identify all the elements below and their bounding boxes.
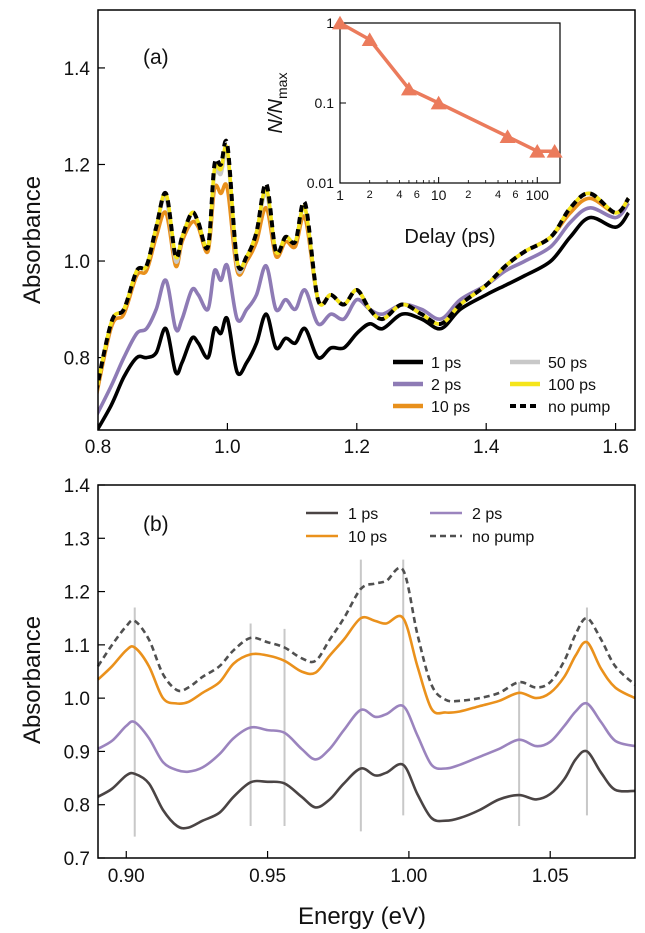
- panel-b-series: [96, 566, 636, 830]
- panel-b-tick-labels: 0.90 0.95 1.00 1.05 0.7 0.8 0.9 1.0 1.1 1.2 1.3 1.4: [64, 476, 569, 887]
- panel-a-frame: [97, 9, 636, 431]
- panel-b-y-tick-label: 1.0: [64, 689, 90, 710]
- inset-x-minor-label: 6: [512, 189, 518, 201]
- legend-label-no-pump: no pump: [472, 529, 534, 546]
- legend-label-10-ps: 10 ps: [348, 529, 387, 546]
- legend-label-1-ps: 1 ps: [431, 355, 461, 372]
- inset-x-minor-label: 4: [495, 189, 501, 201]
- panel-a-x-tick-label: 1.0: [214, 437, 240, 458]
- panel-b-label: (b): [143, 513, 169, 536]
- panel-a-x-tick-label: 0.8: [85, 437, 111, 458]
- inset-triangle-marker: [430, 95, 447, 110]
- inset-x-tick-label: 1: [336, 187, 344, 203]
- inset-y-axis-title: N/Nmax: [265, 73, 290, 134]
- panel-b-y-tick-label: 0.8: [64, 796, 90, 817]
- inset-x-minor-label: 2: [367, 189, 373, 201]
- legend-label-1-ps: 1 ps: [348, 506, 378, 523]
- inset-x-axis-title: Delay (ps): [404, 226, 495, 248]
- panel-b-x-tick-label: 1.05: [532, 866, 569, 887]
- series-line-1-ps: [97, 749, 636, 830]
- panel-b-y-tick-label: 1.4: [64, 476, 91, 497]
- inset-triangle-marker: [361, 32, 378, 47]
- series-line-10-ps: [97, 614, 636, 715]
- legend-label-50-ps: 50 ps: [548, 355, 587, 372]
- inset-y-tick-label: 1: [326, 15, 334, 31]
- panel-b: (b) Absorbance Energy (eV) 0.90 0.95 1.00 1…: [19, 476, 636, 930]
- inset-triangle-marker: [400, 81, 417, 96]
- series-line-2-ps: [97, 701, 636, 774]
- panel-b-legend: 1 ps 2 ps 10 ps no pump: [306, 506, 534, 546]
- panel-a-x-tick-label: 1.4: [473, 437, 500, 458]
- inset-triangle-marker: [546, 143, 563, 158]
- series-line-no-pump: [98, 138, 631, 394]
- legend-label-10-ps: 10 ps: [431, 399, 470, 416]
- panel-b-y-tick-label: 0.7: [64, 849, 90, 870]
- inset-frame: [339, 22, 561, 184]
- panel-b-x-tick-label: 1.00: [390, 866, 427, 887]
- panel-b-x-axis-title: Energy (eV): [298, 903, 426, 930]
- panel-b-frame: [97, 484, 636, 859]
- inset-x-minor-label: 6: [414, 189, 420, 201]
- panel-a-y-tick-label: 1.0: [64, 252, 90, 273]
- panel-a-series: [98, 138, 631, 430]
- inset-x-tick-label: 10: [431, 187, 447, 203]
- panel-a: (a) Absorbance 0.8 1.0 1.2 1.4 1.6 0.8 1.0 1.2 1…: [19, 9, 636, 458]
- inset-y-tick-label: 0.01: [307, 175, 334, 191]
- inset-x-minor-label: 2: [465, 189, 471, 201]
- panel-a-y-axis-title: Absorbance: [19, 176, 46, 304]
- panel-a-x-tick-label: 1.6: [602, 437, 628, 458]
- panel-a-y-tick-label: 1.4: [64, 59, 91, 80]
- series-line-no-pump: [96, 566, 636, 703]
- legend-label-2-ps: 2 ps: [472, 506, 502, 523]
- inset-x-tick-label: 100: [526, 187, 550, 203]
- panel-b-x-tick-label: 0.95: [249, 866, 286, 887]
- panel-b-y-tick-label: 1.1: [64, 636, 90, 657]
- inset-triangle-marker: [332, 15, 348, 30]
- legend-label-2-ps: 2 ps: [431, 377, 461, 394]
- panel-a-tick-labels: 0.8 1.0 1.2 1.4 1.6 0.8 1.0 1.2 1.4: [64, 59, 629, 458]
- inset-y-title-sub: max: [274, 73, 290, 99]
- panel-a-y-tick-label: 0.8: [64, 349, 90, 370]
- inset-series: [332, 15, 563, 158]
- inset-triangle-marker: [499, 129, 516, 144]
- inset-x-minor-label: 4: [396, 189, 402, 201]
- panel-b-y-tick-label: 1.3: [64, 529, 90, 550]
- svg-text:N/Nmax: N/Nmax: [265, 73, 290, 134]
- panel-a-label: (a): [143, 46, 169, 69]
- series-line-1-ps: [98, 211, 630, 430]
- panel-b-y-tick-label: 1.2: [64, 583, 90, 604]
- inset-triangle-marker: [529, 143, 546, 158]
- panel-b-y-axis-title: Absorbance: [19, 616, 46, 744]
- inset-y-title-main: N/N: [265, 98, 287, 133]
- inset-y-tick-label: 0.1: [315, 95, 335, 111]
- panel-b-x-tick-label: 0.90: [108, 866, 145, 887]
- panel-b-y-tick-label: 0.9: [64, 742, 90, 763]
- legend-label-no-pump: no pump: [548, 399, 610, 416]
- legend-label-100-ps: 100 ps: [548, 377, 596, 394]
- panel-a-y-tick-label: 1.2: [64, 155, 90, 176]
- panel-a-x-tick-label: 1.2: [344, 437, 370, 458]
- panel-a-legend: 1 ps 2 ps 10 ps 50 ps 100 ps no pump: [393, 355, 610, 416]
